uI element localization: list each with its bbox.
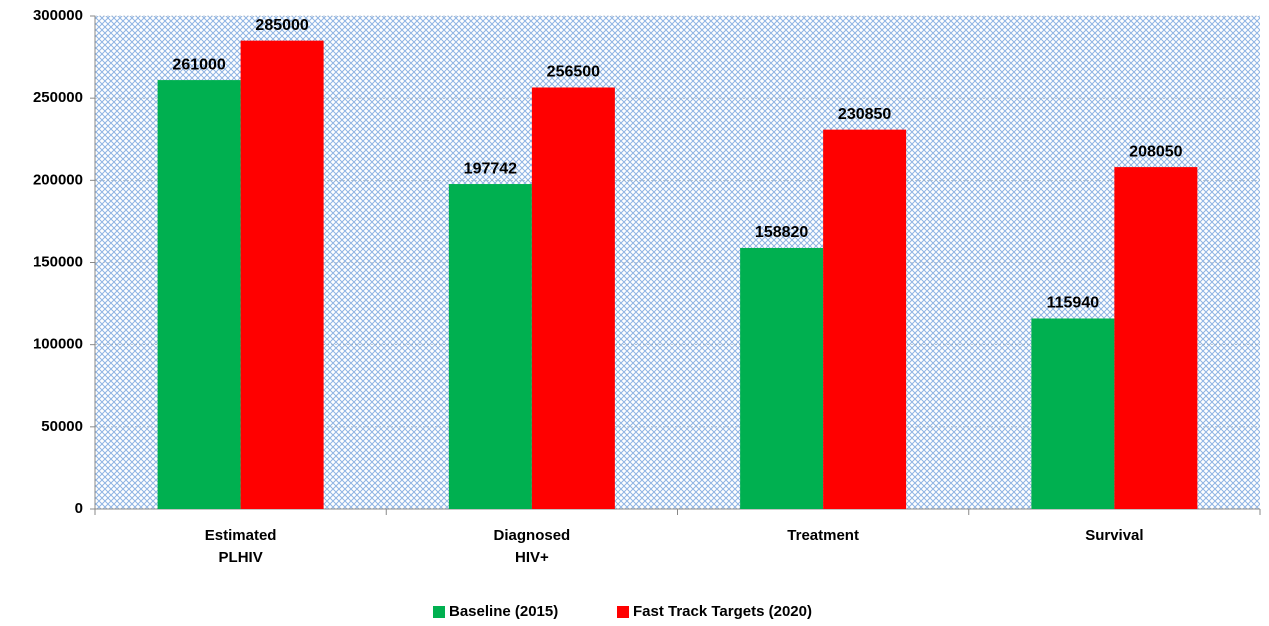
bar	[240, 40, 324, 510]
x-tick-label: Estimated PLHIV	[205, 527, 277, 566]
value-label: 230850	[838, 106, 891, 123]
y-tick-label: 200000	[33, 171, 83, 188]
bar	[157, 80, 241, 509]
y-tick-label: 300000	[33, 7, 83, 24]
bar	[531, 87, 615, 510]
value-label: 158820	[755, 224, 808, 241]
value-label: 208050	[1129, 143, 1182, 160]
value-label: 256500	[547, 64, 600, 81]
value-label: 197742	[464, 160, 517, 177]
bar	[1031, 318, 1115, 509]
value-label: 261000	[172, 56, 225, 73]
x-tick-label: Treatment	[787, 527, 859, 544]
legend-label: Baseline (2015)	[449, 603, 558, 620]
bar	[448, 184, 532, 509]
legend-label: Fast Track Targets (2020)	[633, 603, 812, 620]
bar	[1114, 167, 1198, 510]
bar	[823, 129, 907, 509]
y-tick-label: 150000	[33, 253, 83, 270]
value-label: 285000	[255, 17, 308, 34]
y-tick-label: 250000	[33, 89, 83, 106]
value-label: 115940	[1047, 295, 1100, 312]
legend-swatch	[433, 606, 445, 618]
y-tick-label: 100000	[33, 336, 83, 353]
x-tick-label: Survival	[1085, 527, 1143, 544]
x-tick-label: Diagnosed HIV+	[494, 527, 571, 566]
y-tick-label: 50000	[41, 418, 83, 435]
y-tick-label: 0	[75, 500, 83, 517]
bar	[740, 248, 824, 509]
legend-swatch	[617, 606, 629, 618]
